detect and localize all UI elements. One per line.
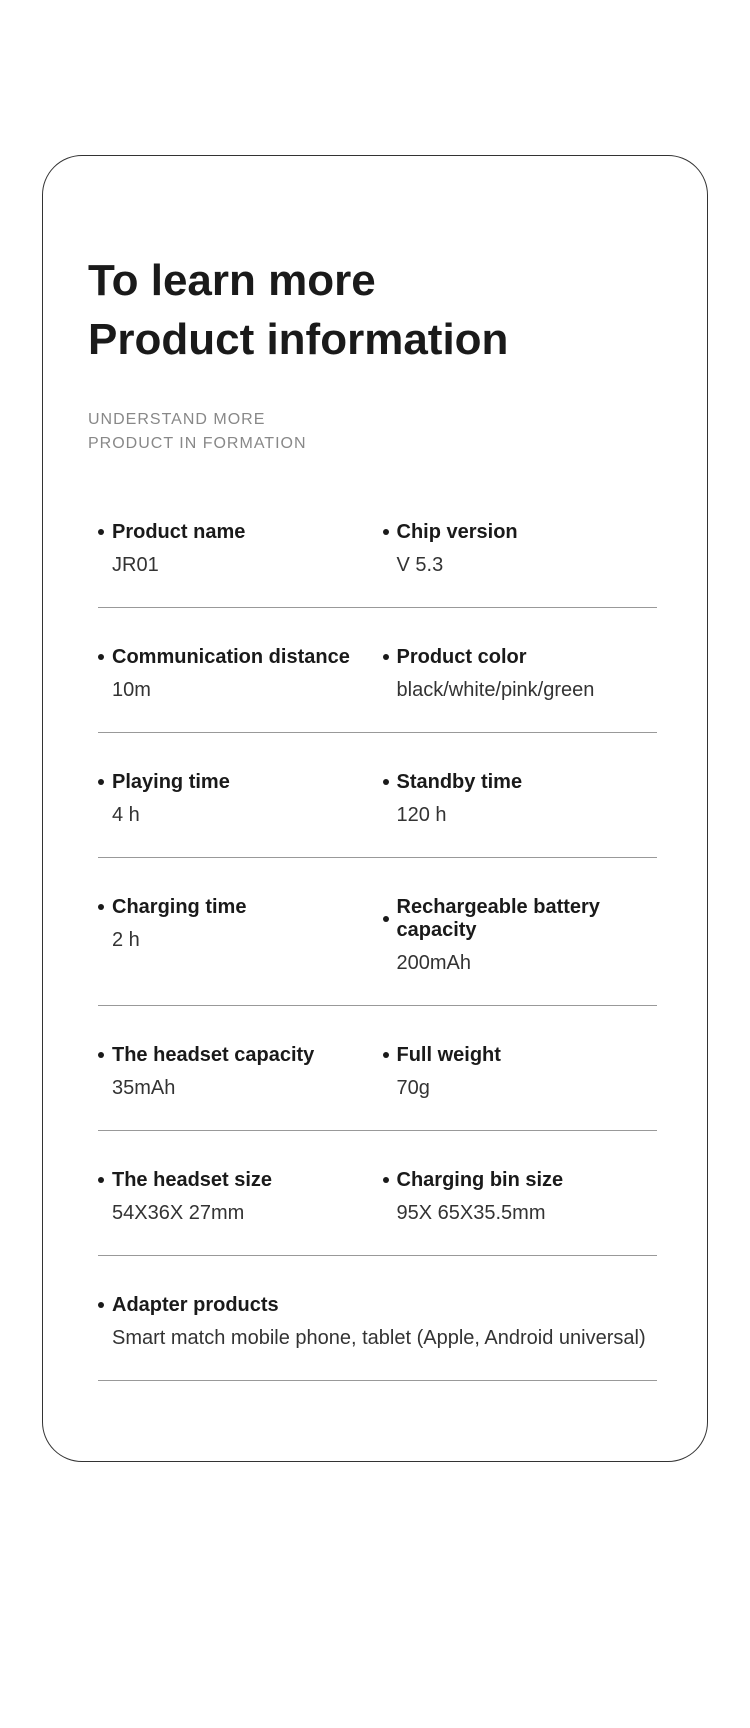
spec-row: Communication distance 10m Product color… — [98, 646, 657, 733]
spec-row: The headset capacity 35mAh Full weight 7… — [98, 1044, 657, 1131]
spec-label-text: Rechargeable battery capacity — [397, 896, 658, 942]
spec-label-text: The headset capacity — [112, 1044, 314, 1067]
spec-label-text: The headset size — [112, 1169, 272, 1192]
spec-value: 200mAh — [383, 952, 658, 975]
spec-charging-time: Charging time 2 h — [98, 896, 373, 975]
spec-comm-distance: Communication distance 10m — [98, 646, 373, 702]
spec-label: Standby time — [383, 771, 658, 794]
spec-charging-bin-size: Charging bin size 95X 65X35.5mm — [373, 1169, 658, 1225]
spec-value: V 5.3 — [383, 554, 658, 577]
subtitle-line-1: UNDERSTAND MORE — [88, 411, 265, 428]
spec-label-text: Product name — [112, 521, 245, 544]
spec-product-name: Product name JR01 — [98, 521, 373, 577]
spec-label: Charging bin size — [383, 1169, 658, 1192]
spec-label: Charging time — [98, 896, 373, 919]
spec-label-text: Standby time — [397, 771, 523, 794]
spec-value: 4 h — [98, 804, 373, 827]
spec-value: 120 h — [383, 804, 658, 827]
bullet-icon — [383, 1052, 389, 1058]
spec-label-text: Product color — [397, 646, 527, 669]
spec-label-text: Chip version — [397, 521, 518, 544]
spec-row: Product name JR01 Chip version V 5.3 — [98, 521, 657, 608]
spec-label: Rechargeable battery capacity — [383, 896, 658, 942]
spec-headset-size: The headset size 54X36X 27mm — [98, 1169, 373, 1225]
spec-standby-time: Standby time 120 h — [373, 771, 658, 827]
subtitle-line-2: PRODUCT IN FORMATION — [88, 435, 307, 452]
bullet-icon — [98, 779, 104, 785]
spec-value: 2 h — [98, 929, 373, 952]
spec-row: Playing time 4 h Standby time 120 h — [98, 771, 657, 858]
spec-label-text: Charging bin size — [397, 1169, 564, 1192]
spec-label: The headset capacity — [98, 1044, 373, 1067]
bullet-icon — [383, 1177, 389, 1183]
spec-full-weight: Full weight 70g — [373, 1044, 658, 1100]
bullet-icon — [383, 654, 389, 660]
spec-value: 35mAh — [98, 1077, 373, 1100]
bullet-icon — [98, 1052, 104, 1058]
spec-label: Communication distance — [98, 646, 373, 669]
spec-value: black/white/pink/green — [383, 679, 658, 702]
spec-label-text: Communication distance — [112, 646, 350, 669]
bullet-icon — [383, 779, 389, 785]
spec-value: 70g — [383, 1077, 658, 1100]
spec-label-text: Charging time — [112, 896, 246, 919]
spec-value: 10m — [98, 679, 373, 702]
spec-headset-capacity: The headset capacity 35mAh — [98, 1044, 373, 1100]
spec-value: 95X 65X35.5mm — [383, 1202, 658, 1225]
bullet-icon — [383, 529, 389, 535]
spec-grid: Product name JR01 Chip version V 5.3 Com… — [88, 521, 662, 1381]
title-line-2: Product information — [88, 315, 508, 364]
spec-value: Smart match mobile phone, tablet (Apple,… — [98, 1327, 657, 1350]
bullet-icon — [98, 654, 104, 660]
spec-label: Product name — [98, 521, 373, 544]
spec-value: 54X36X 27mm — [98, 1202, 373, 1225]
spec-label-text: Playing time — [112, 771, 230, 794]
bullet-icon — [98, 1302, 104, 1308]
spec-label-text: Full weight — [397, 1044, 501, 1067]
spec-value: JR01 — [98, 554, 373, 577]
spec-label: The headset size — [98, 1169, 373, 1192]
spec-battery-capacity: Rechargeable battery capacity 200mAh — [373, 896, 658, 975]
spec-row: Charging time 2 h Rechargeable battery c… — [98, 896, 657, 1006]
spec-adapter: Adapter products Smart match mobile phon… — [98, 1294, 657, 1350]
card-title: To learn more Product information — [88, 251, 662, 370]
spec-row: Adapter products Smart match mobile phon… — [98, 1294, 657, 1381]
title-line-1: To learn more — [88, 256, 376, 305]
bullet-icon — [98, 529, 104, 535]
spec-label: Full weight — [383, 1044, 658, 1067]
bullet-icon — [383, 916, 389, 922]
product-info-card: To learn more Product information UNDERS… — [42, 155, 708, 1462]
bullet-icon — [98, 1177, 104, 1183]
card-subtitle: UNDERSTAND MORE PRODUCT IN FORMATION — [88, 408, 662, 456]
spec-label: Product color — [383, 646, 658, 669]
spec-row: The headset size 54X36X 27mm Charging bi… — [98, 1169, 657, 1256]
spec-label-text: Adapter products — [112, 1294, 279, 1317]
spec-chip-version: Chip version V 5.3 — [373, 521, 658, 577]
spec-playing-time: Playing time 4 h — [98, 771, 373, 827]
bullet-icon — [98, 904, 104, 910]
spec-label: Adapter products — [98, 1294, 657, 1317]
spec-label: Chip version — [383, 521, 658, 544]
spec-product-color: Product color black/white/pink/green — [373, 646, 658, 702]
spec-label: Playing time — [98, 771, 373, 794]
